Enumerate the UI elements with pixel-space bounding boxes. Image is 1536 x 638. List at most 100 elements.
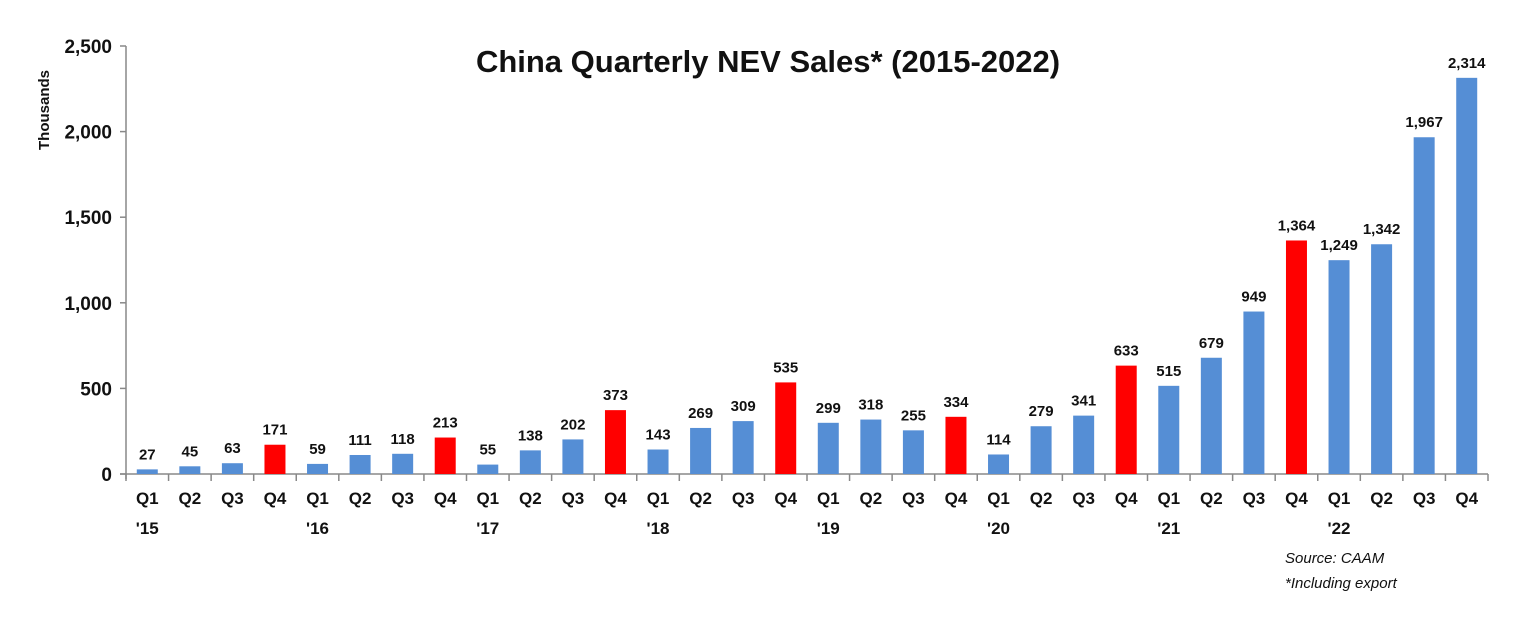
x-tick-label: Q3 <box>1243 489 1266 508</box>
data-label: 279 <box>1029 403 1054 420</box>
y-tick-label: 2,500 <box>64 37 112 58</box>
x-tick-label: Q1 <box>306 489 329 508</box>
x-tick-label: Q2 <box>689 489 712 508</box>
x-tick-label: Q4 <box>1285 489 1308 508</box>
bar <box>221 463 243 474</box>
x-year-label: '17 <box>476 519 499 538</box>
y-tick-label: 0 <box>101 465 112 486</box>
source-note: Source: CAAM <box>1285 550 1385 567</box>
y-tick-label: 2,000 <box>64 123 112 144</box>
x-tick-label: Q4 <box>434 489 457 508</box>
data-label: 63 <box>224 440 241 457</box>
bar <box>307 463 329 474</box>
bar <box>1456 77 1478 474</box>
data-label: 111 <box>348 432 371 449</box>
data-label: 1,249 <box>1320 237 1358 254</box>
x-tick-label: Q1 <box>647 489 670 508</box>
data-label: 633 <box>1114 343 1139 360</box>
bar <box>1115 365 1137 474</box>
data-label: 59 <box>309 441 326 458</box>
x-year-label: '19 <box>817 519 840 538</box>
bar <box>860 419 882 474</box>
bar <box>519 450 541 474</box>
y-tick-label: 1,500 <box>64 208 112 229</box>
x-tick-label: Q2 <box>519 489 542 508</box>
bar <box>1073 415 1095 474</box>
bar <box>264 444 286 474</box>
bar <box>817 422 839 474</box>
data-label: 27 <box>139 446 156 463</box>
x-tick-label: Q1 <box>136 489 159 508</box>
bar <box>1158 385 1180 474</box>
data-label: 255 <box>901 407 926 424</box>
x-tick-label: Q1 <box>987 489 1010 508</box>
x-tick-label: Q2 <box>1200 489 1223 508</box>
bar <box>1413 137 1435 474</box>
x-tick-label: Q1 <box>817 489 840 508</box>
data-label: 535 <box>773 359 798 376</box>
x-year-label: '16 <box>306 519 329 538</box>
x-tick-label: Q3 <box>562 489 585 508</box>
bar <box>1243 311 1265 474</box>
x-tick-label: Q4 <box>1455 489 1478 508</box>
bar <box>647 449 669 474</box>
x-tick-label: Q3 <box>391 489 414 508</box>
bar <box>902 430 924 474</box>
y-tick-label: 1,000 <box>64 294 112 315</box>
data-label: 515 <box>1156 363 1181 380</box>
x-tick-label: Q4 <box>774 489 797 508</box>
bar <box>179 466 201 474</box>
bar <box>434 437 456 474</box>
bar <box>775 382 797 474</box>
y-axis: 0 500 1,000 1,500 2,000 2,500 <box>64 37 127 486</box>
data-label: 202 <box>560 416 585 433</box>
data-label: 45 <box>182 443 199 460</box>
x-year-label: '20 <box>987 519 1010 538</box>
x-tick-label: Q3 <box>1413 489 1436 508</box>
data-label: 114 <box>986 431 1011 448</box>
data-label: 373 <box>603 387 628 404</box>
bar <box>988 454 1010 474</box>
bar <box>604 410 626 474</box>
data-label: 213 <box>433 415 458 432</box>
data-label: 2,314 <box>1448 55 1486 72</box>
data-label: 138 <box>518 427 543 444</box>
bar <box>477 464 499 474</box>
footnote: *Including export <box>1285 575 1398 592</box>
bar <box>1285 240 1307 474</box>
data-label: 55 <box>479 442 496 459</box>
x-year-label: '21 <box>1157 519 1180 538</box>
data-label: 318 <box>858 397 883 414</box>
bar <box>349 454 371 474</box>
data-label: 1,967 <box>1405 114 1443 131</box>
x-tick-label: Q4 <box>1115 489 1138 508</box>
data-label: 299 <box>816 400 841 417</box>
data-label: 949 <box>1241 289 1266 306</box>
x-year-label: '15 <box>136 519 159 538</box>
bar <box>1328 260 1350 474</box>
x-tick-label: Q1 <box>1157 489 1180 508</box>
bar <box>1371 244 1393 474</box>
x-tick-label: Q1 <box>476 489 499 508</box>
x-tick-label: Q3 <box>1072 489 1095 508</box>
x-tick-label: Q2 <box>860 489 883 508</box>
data-label: 1,342 <box>1363 221 1401 238</box>
bars: 27 45 63 171 59 111 118 213 55 138 202 373 143 269 309… <box>136 55 1486 474</box>
bar <box>690 427 712 474</box>
x-tick-label: Q4 <box>604 489 627 508</box>
x-axis: Q1 '15 Q2 Q3 Q4 Q1 '16 Q2 Q3 Q4 Q1 '17 Q2 Q3 Q4 Q1 '18 Q2… <box>120 473 1489 538</box>
y-tick-label: 500 <box>80 379 112 400</box>
data-label: 309 <box>731 398 756 415</box>
x-tick-label: Q1 <box>1328 489 1351 508</box>
x-tick-label: Q2 <box>1370 489 1393 508</box>
data-label: 269 <box>688 405 713 422</box>
x-tick-label: Q2 <box>179 489 202 508</box>
y-axis-label: Thousands <box>36 70 53 150</box>
x-tick-label: Q4 <box>945 489 968 508</box>
data-label: 171 <box>262 422 287 439</box>
x-tick-label: Q3 <box>221 489 244 508</box>
bar <box>1200 357 1222 474</box>
bar <box>945 416 967 474</box>
bar <box>732 421 754 474</box>
